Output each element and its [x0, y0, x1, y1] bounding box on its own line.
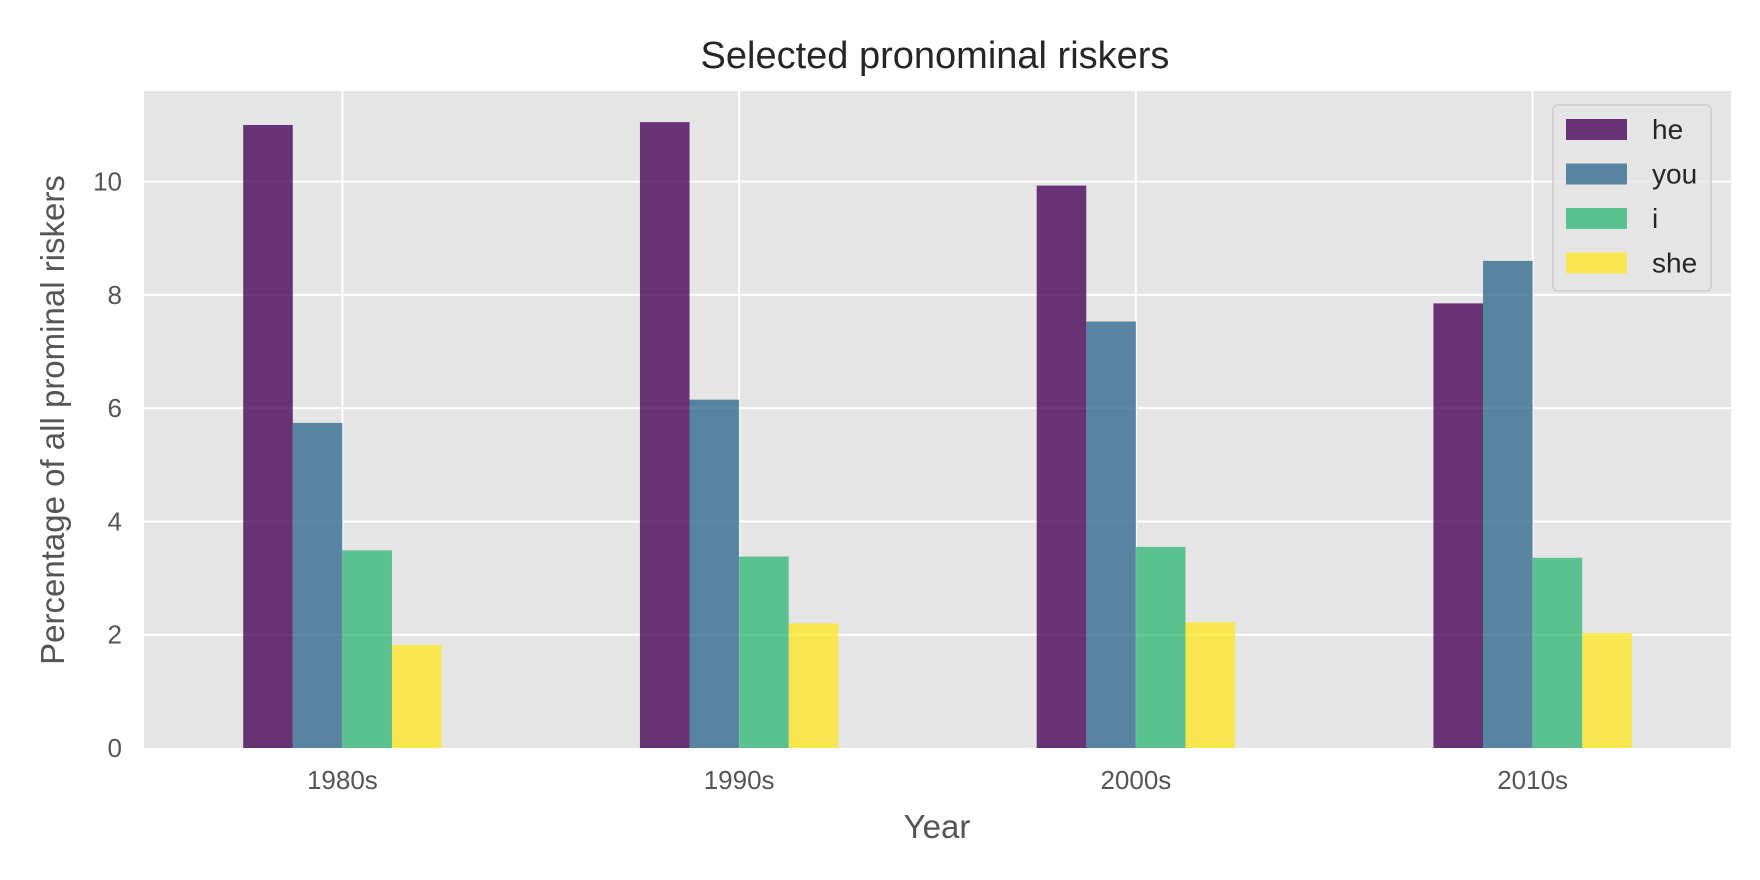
legend-label-i: i [1652, 203, 1658, 234]
bar-you-2000s [1086, 321, 1136, 748]
bar-you-2010s [1483, 260, 1533, 748]
bar-i-2010s [1532, 557, 1583, 748]
y-axis-label: Percentage of all prominal riskers [34, 175, 71, 665]
bar-she-2000s [1185, 622, 1236, 748]
y-tick-label: 2 [108, 620, 122, 650]
bar-she-1980s [391, 644, 442, 748]
legend-label-you: you [1652, 159, 1697, 190]
bar-i-2000s [1135, 546, 1186, 748]
x-tick-label: 1990s [704, 765, 775, 795]
bar-i-1980s [342, 550, 392, 748]
bar-you-1990s [689, 399, 740, 748]
bar-he-1980s [243, 124, 293, 748]
bars [243, 122, 1632, 749]
bar-she-2010s [1582, 633, 1632, 748]
legend-swatch-i [1566, 208, 1627, 229]
grid-lines [144, 91, 1731, 748]
bar-he-2000s [1036, 185, 1087, 749]
legend-box [1552, 104, 1712, 292]
legend: he you i she [1552, 104, 1712, 292]
y-tick-label: 6 [108, 393, 122, 423]
x-axis-ticks: 1980s 1990s 2000s 2010s [307, 765, 1568, 795]
chart-title: Selected pronominal riskers [701, 35, 1170, 77]
legend-label-she: she [1652, 248, 1697, 279]
bar-he-2010s [1433, 303, 1484, 748]
bar-he-1990s [639, 122, 690, 748]
x-tick-label: 2000s [1100, 765, 1171, 795]
legend-swatch-he [1566, 119, 1627, 140]
x-tick-label: 1980s [307, 765, 378, 795]
y-tick-label: 4 [108, 506, 122, 536]
y-tick-label: 0 [108, 733, 122, 763]
bar-you-1980s [292, 422, 343, 748]
bar-i-1990s [739, 556, 789, 748]
legend-swatch-you [1566, 163, 1627, 185]
y-tick-label: 10 [93, 167, 122, 197]
legend-label-he: he [1652, 114, 1683, 145]
y-tick-label: 8 [108, 280, 122, 310]
x-axis-label: Year [904, 808, 971, 845]
bar-she-1990s [788, 623, 839, 748]
y-axis-ticks: 0 2 4 6 8 10 [93, 167, 122, 763]
x-tick-label: 2010s [1497, 765, 1568, 795]
legend-swatch-she [1566, 252, 1627, 274]
